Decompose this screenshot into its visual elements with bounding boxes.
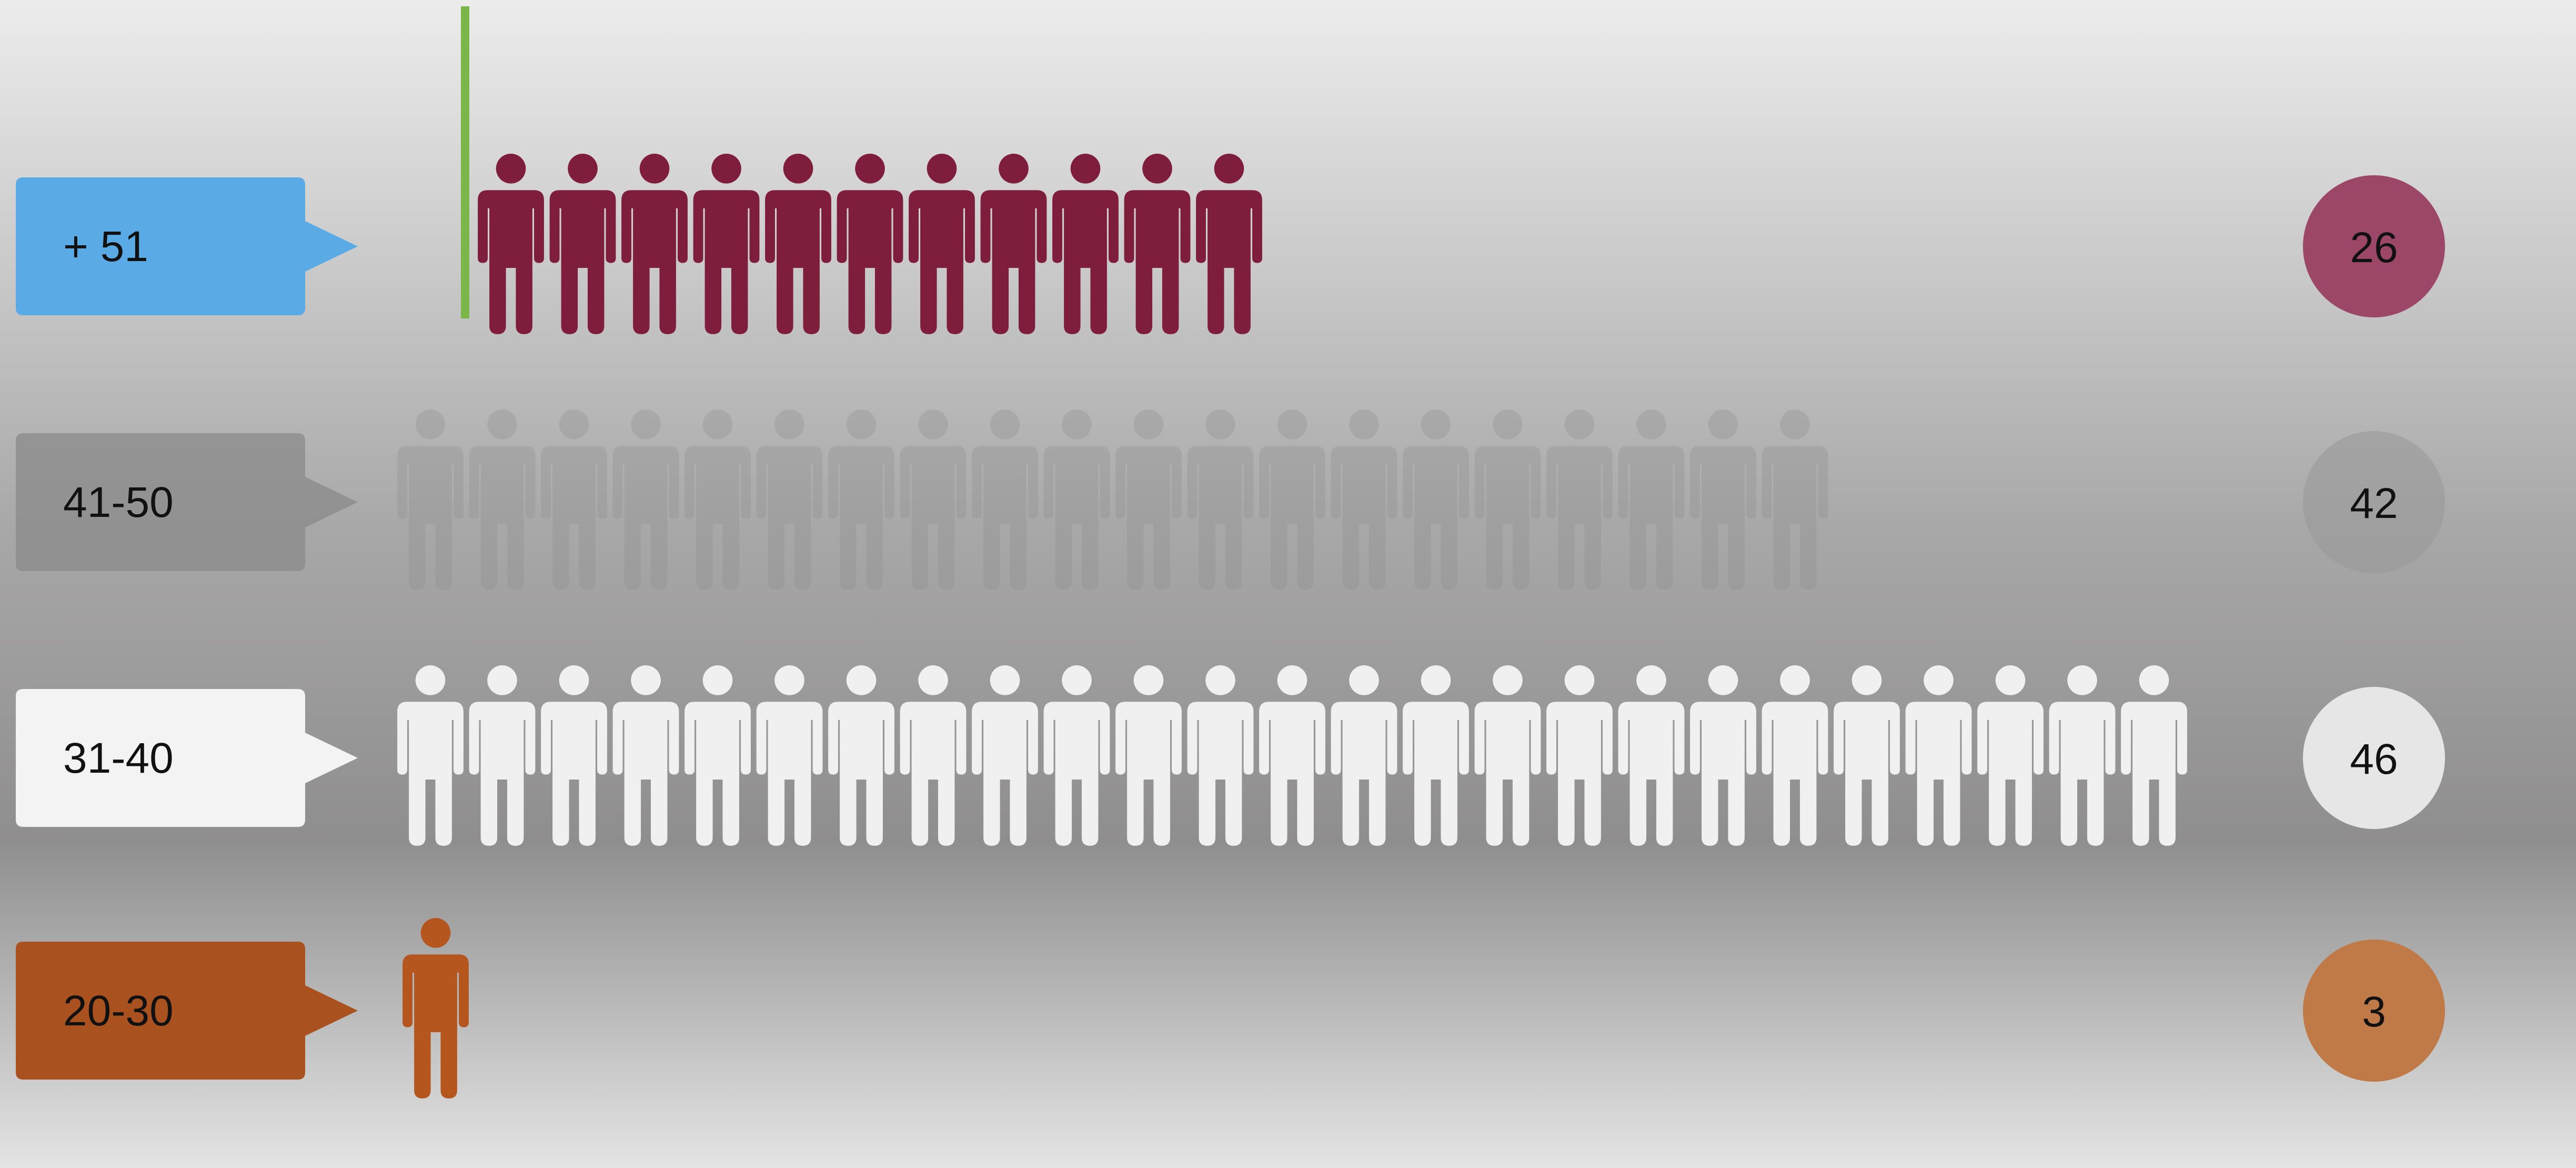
value-label-31-40: 46 <box>2350 735 2398 783</box>
category-label-box-31-40 <box>16 689 358 827</box>
chart-rows: + 51 26 41-50 42 31-40 46 20-30 3 <box>16 154 2445 1099</box>
value-circle-31-40 <box>2303 687 2445 829</box>
category-label-20-30: 20-30 <box>63 987 174 1035</box>
category-label-41-50: 41-50 <box>63 478 174 526</box>
category-label-51: + 51 <box>63 223 148 271</box>
category-label-box-20-30 <box>16 942 358 1080</box>
value-circle-51 <box>2303 175 2445 317</box>
value-circle-41-50 <box>2303 431 2445 573</box>
value-label-20-30: 3 <box>2362 988 2386 1036</box>
category-label-31-40: 31-40 <box>63 734 174 782</box>
category-label-box-51 <box>16 177 358 315</box>
value-label-41-50: 42 <box>2350 480 2398 527</box>
value-circle-20-30 <box>2303 940 2445 1082</box>
category-label-box-41-50 <box>16 433 358 571</box>
value-label-51: 26 <box>2350 224 2398 272</box>
